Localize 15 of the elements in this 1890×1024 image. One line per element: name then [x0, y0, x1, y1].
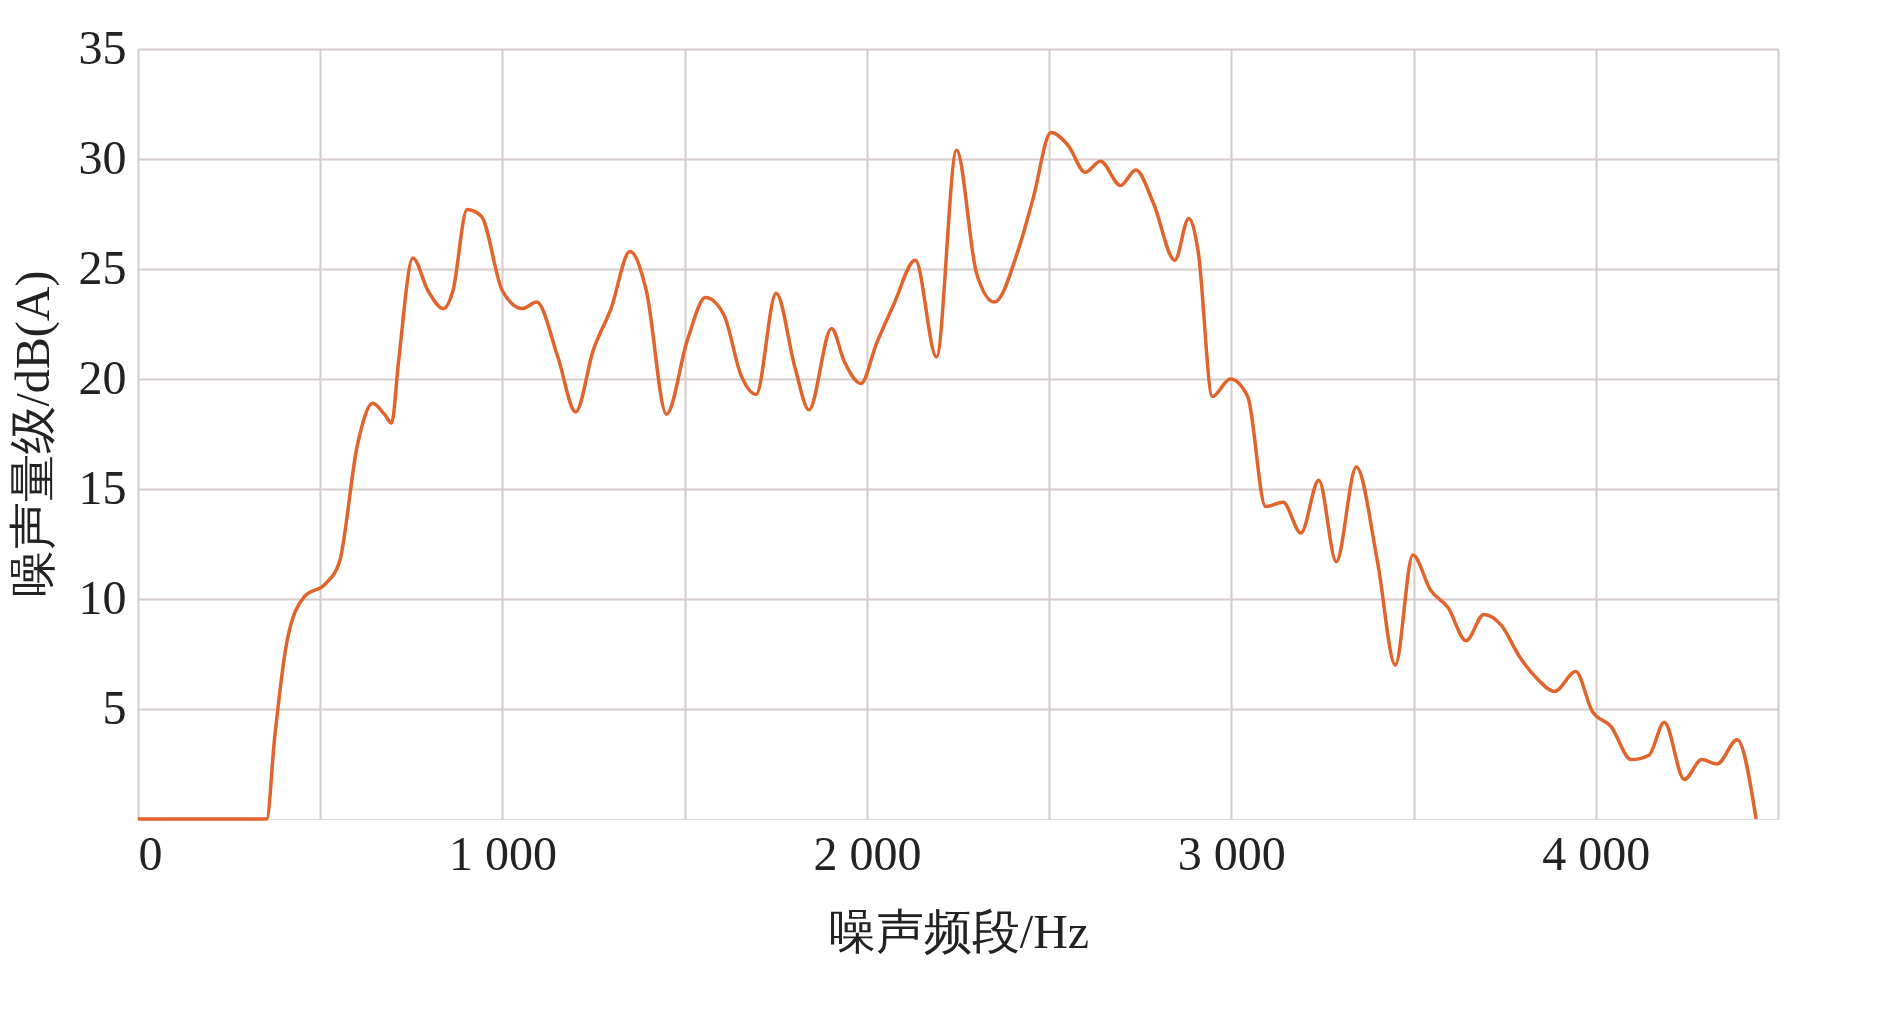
x-tick-label: 2 000	[813, 826, 922, 880]
y-tick-label: 30	[78, 130, 127, 184]
x-tick-label: 0	[138, 826, 163, 880]
x-tick-label: 3 000	[1177, 826, 1286, 880]
y-axis-title: 噪声量级/dB(A)	[5, 270, 60, 599]
y-tick-label: 25	[78, 240, 127, 294]
line-series	[136, 130, 1758, 821]
y-tick-label: 10	[78, 570, 127, 624]
x-tick-label: 4 000	[1542, 826, 1651, 880]
y-tick-label: 5	[102, 680, 127, 734]
y-tick-label: 35	[78, 20, 127, 74]
x-axis-title: 噪声频段/Hz	[827, 904, 1090, 958]
y-tick-label: 15	[78, 460, 127, 514]
x-tick-label: 1 000	[448, 826, 557, 880]
y-tick-label: 20	[78, 350, 127, 404]
